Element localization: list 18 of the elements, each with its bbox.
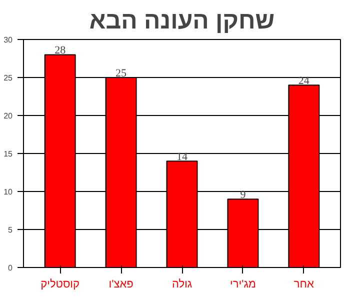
chart-title: שחקן העונה הבא xyxy=(89,8,275,34)
data-label: 9 xyxy=(240,189,246,202)
y-tick-label: 25 xyxy=(4,74,14,82)
data-label: 24 xyxy=(298,75,310,88)
x-tick-label: פאצ'ו xyxy=(108,278,134,290)
y-tick-label: 15 xyxy=(4,150,14,158)
data-label: 28 xyxy=(54,44,66,57)
data-label: 14 xyxy=(176,151,188,164)
x-tick-label: גולה xyxy=(172,278,192,290)
y-tick-label: 10 xyxy=(4,188,14,196)
data-label: 25 xyxy=(116,68,128,80)
x-tick-label: קוסטליק xyxy=(40,278,80,290)
y-tick-label: 30 xyxy=(4,36,14,44)
x-tick-label: מג'ירי xyxy=(230,278,256,290)
x-tick-label: אחר xyxy=(294,278,314,290)
y-tick-label: 20 xyxy=(4,112,14,120)
y-tick-label: 0 xyxy=(8,264,14,272)
y-tick-label: 5 xyxy=(8,226,14,234)
